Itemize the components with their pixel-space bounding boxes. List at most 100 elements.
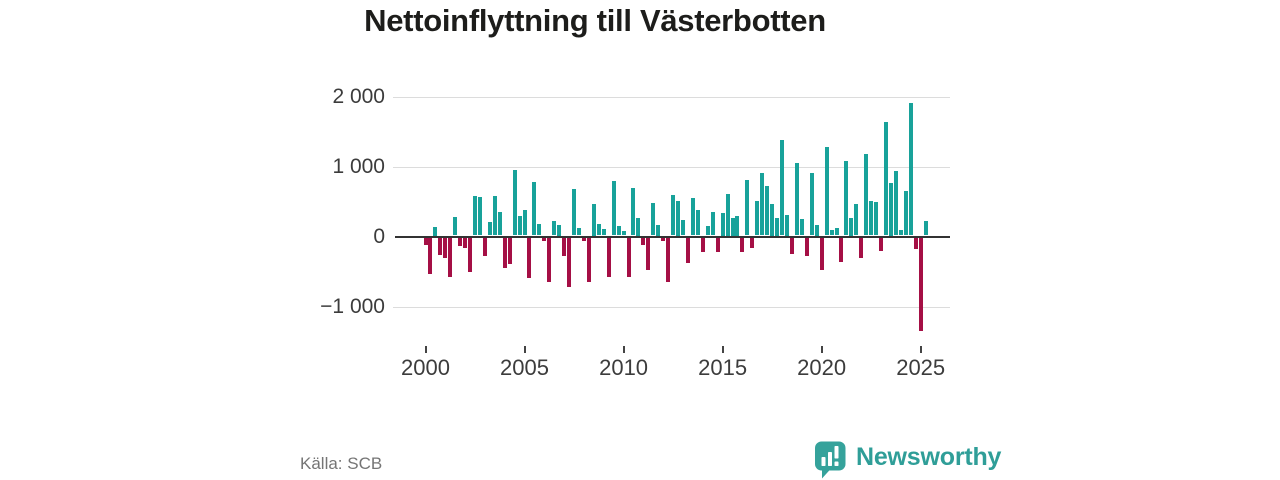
bar-positive — [893, 171, 898, 236]
bar-positive — [824, 147, 829, 236]
bar-positive — [705, 225, 710, 236]
newsworthy-bubble-chart-icon — [815, 441, 846, 479]
gridline — [393, 306, 950, 308]
bar-positive — [591, 204, 596, 236]
bar-positive — [780, 140, 785, 236]
bar-negative — [913, 237, 918, 250]
bar-positive — [898, 229, 903, 236]
x-axis-tick — [820, 346, 823, 353]
x-axis-tick — [622, 346, 625, 353]
bar-positive — [557, 225, 562, 236]
bar-positive — [869, 201, 874, 236]
speech-bubble-tail — [822, 468, 832, 479]
bar-negative — [646, 237, 651, 270]
x-axis-label: 2020 — [797, 355, 847, 380]
bar-positive — [676, 200, 681, 236]
bar-negative — [750, 237, 755, 248]
y-axis-label: 1 000 — [332, 154, 385, 178]
bar-negative — [428, 237, 433, 275]
bar-negative — [789, 237, 794, 255]
bar-positive — [844, 161, 849, 236]
bar-positive — [537, 223, 542, 236]
source-note: Källa: SCB — [300, 454, 383, 473]
bar-positive — [720, 212, 725, 236]
bar-negative — [458, 237, 463, 246]
bar-positive — [552, 221, 557, 236]
bar-negative — [839, 237, 844, 262]
bar-positive — [849, 218, 854, 236]
bar-negative — [685, 237, 690, 264]
bar-positive — [596, 224, 601, 236]
bar-positive — [923, 220, 928, 236]
bar-negative — [502, 237, 507, 268]
newsworthy-logo: Newsworthy — [813, 440, 1001, 479]
bar-positive — [784, 214, 789, 236]
bar-negative — [443, 237, 448, 258]
bar-negative — [740, 237, 745, 252]
bar-positive — [903, 190, 908, 236]
bar-positive — [492, 195, 497, 236]
bar-positive — [864, 153, 869, 236]
bar-positive — [487, 222, 492, 236]
bar-positive — [656, 225, 661, 236]
bar-negative — [641, 237, 646, 245]
bar-positive — [522, 210, 527, 236]
bar-negative — [562, 237, 567, 257]
y-axis-label: 0 — [373, 224, 385, 248]
x-axis-tick — [523, 346, 526, 353]
x-axis-tick — [919, 346, 922, 353]
bar-positive — [829, 229, 834, 236]
bar-negative — [463, 237, 468, 249]
bar-positive — [512, 170, 517, 236]
gridline — [393, 96, 950, 98]
bar-positive — [745, 180, 750, 236]
bar-negative — [666, 237, 671, 282]
bar-negative — [879, 237, 884, 251]
bar-positive — [695, 210, 700, 236]
bar-negative — [661, 237, 666, 241]
bar-positive — [681, 220, 685, 236]
bar-negative — [423, 237, 428, 245]
bar-positive — [814, 225, 819, 236]
bar-positive — [765, 185, 770, 236]
bar-negative — [527, 237, 532, 279]
y-axis-label: 2 000 — [332, 84, 385, 108]
bar-negative — [547, 237, 552, 282]
bar-positive — [874, 201, 879, 236]
bar-negative — [567, 237, 572, 287]
bar-negative — [700, 237, 705, 252]
bar-positive — [636, 218, 641, 236]
y-axis-label: −1 000 — [320, 294, 385, 318]
bar-positive — [760, 172, 765, 236]
x-axis-label: 2015 — [698, 355, 748, 380]
bar-negative — [468, 237, 473, 272]
bar-positive — [621, 231, 626, 236]
bar-positive — [577, 227, 581, 236]
bar-positive — [477, 197, 482, 236]
bar-positive — [611, 180, 616, 236]
bar-positive — [834, 227, 839, 236]
bar-positive — [755, 201, 760, 236]
bar-negative — [606, 237, 611, 277]
bar-negative — [715, 237, 720, 252]
bar-negative — [586, 237, 591, 282]
chart-title: Nettoinflyttning till Västerbotten — [364, 3, 826, 38]
bar-positive — [884, 122, 889, 236]
bar-positive — [473, 196, 478, 236]
bar-negative — [482, 237, 487, 257]
bar-positive — [433, 226, 438, 236]
x-axis-tick — [721, 346, 724, 353]
bar-positive — [735, 216, 740, 236]
bar-positive — [453, 217, 458, 236]
bar-negative — [438, 237, 443, 255]
bar-positive — [497, 211, 502, 236]
bar-negative — [804, 237, 809, 257]
zero-baseline — [395, 235, 950, 238]
bar-positive — [854, 204, 859, 236]
bar-positive — [690, 197, 695, 236]
bar-positive — [572, 188, 577, 236]
x-axis-label: 2005 — [500, 355, 549, 380]
gridline — [393, 166, 950, 168]
